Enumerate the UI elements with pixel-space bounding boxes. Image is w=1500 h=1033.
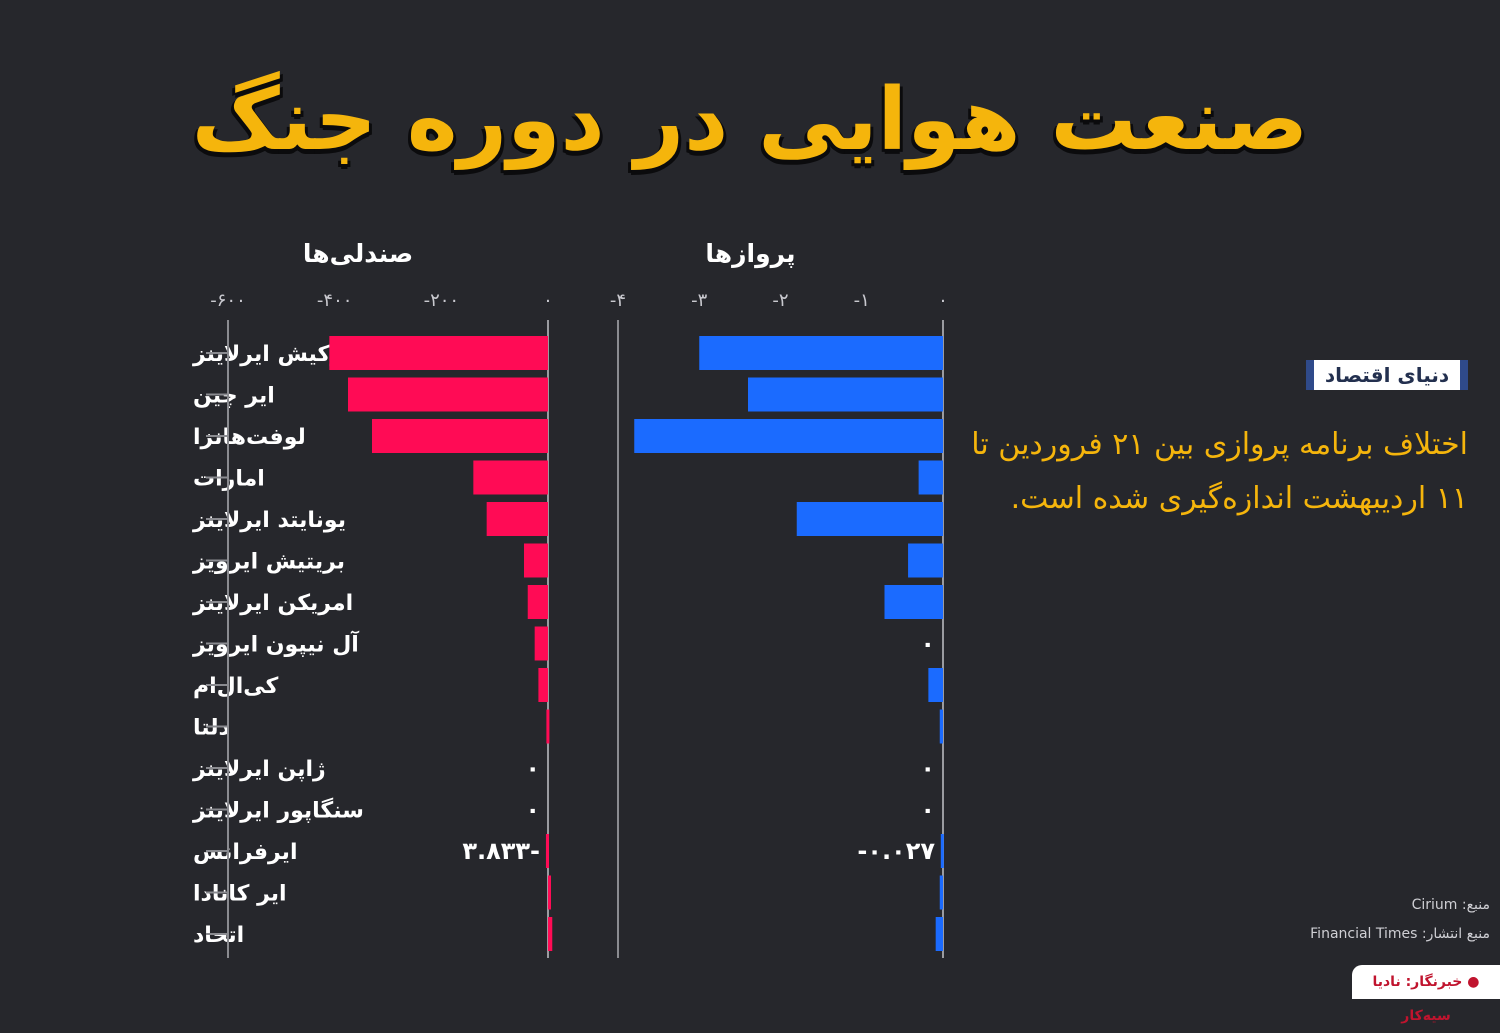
bar: [548, 875, 551, 910]
panel-title: پروازها: [705, 239, 795, 269]
bar: [538, 668, 548, 702]
category-label: ایرفرانس: [193, 840, 297, 865]
bar: [545, 834, 549, 868]
bar: [348, 377, 548, 412]
bar: [524, 543, 548, 578]
bar: [928, 668, 943, 702]
category-label: دلتا: [193, 716, 230, 741]
bar: [534, 626, 548, 661]
category-label: ترکیش ایرلاینز: [192, 342, 352, 367]
publish-source-note: منبع انتشار: Financial Times: [1310, 926, 1490, 942]
bar: [935, 917, 943, 951]
category-label: ژاپن ایرلاینز: [192, 757, 326, 782]
category-label: ایر کانادا: [193, 882, 287, 907]
tick-label: ۰: [543, 290, 553, 311]
bar: [918, 460, 943, 495]
data-label: ۰: [920, 630, 935, 658]
bar: [939, 709, 943, 744]
data-label: ۰: [920, 796, 935, 824]
data-label: ۰: [920, 754, 935, 782]
category-label: بریتیش ایرویز: [192, 550, 345, 575]
bar: [486, 502, 548, 536]
category-label: یونایتد ایرلاینز: [192, 508, 346, 533]
panel-title: صندلی‌ها: [303, 239, 413, 268]
chart-description: اختلاف برنامه پروازی بین ۲۱ فروردین تا ۱…: [971, 427, 1468, 516]
category-label: امریکن ایرلاینز: [192, 591, 353, 616]
category-label: کی‌ال‌ام: [193, 674, 279, 699]
flights-panel: پروازها -۴ -۳ -۲ -۱ ۰ ۰ ۰ ۰ -۰.۰۲۷: [610, 239, 948, 958]
seats-panel: صندلی‌ها -۶۰۰ -۴۰۰ -۲۰۰ ۰ ۰ ۰ ۳.۸۳۳-: [210, 239, 553, 958]
bar: [940, 834, 944, 868]
tick-label: -۶۰۰: [210, 290, 246, 311]
tick-label: -۴: [610, 290, 626, 311]
bar: [473, 460, 548, 495]
category-label: ایر چین: [193, 384, 275, 409]
bar: [329, 336, 548, 370]
bar: [748, 377, 943, 412]
source-note: منبع: Cirium: [1411, 897, 1490, 913]
bar: [939, 875, 943, 910]
bullet-icon: ●: [1462, 974, 1480, 990]
category-label: لوفت‌هانزا: [193, 425, 306, 450]
reporter-badge: ● خبرنگار: نادیا سیه‌کار: [1352, 965, 1500, 1024]
tick-label: -۱: [854, 290, 870, 311]
page-title: صنعت هوایی در دوره جنگ: [191, 70, 1309, 170]
bar: [527, 585, 548, 619]
tick-label: -۲: [772, 290, 788, 311]
tick-label: -۴۰۰: [317, 290, 353, 311]
brand-logo: دنیای اقتصاد: [1306, 360, 1468, 390]
category-label: اتحاد: [193, 923, 244, 948]
bar: [546, 709, 550, 744]
bar: [634, 419, 943, 453]
bar: [372, 419, 548, 453]
data-label: ۳.۸۳۳-: [462, 837, 540, 865]
data-label: ۰: [525, 796, 540, 824]
tick-label: ۰: [938, 290, 948, 311]
bar: [548, 917, 553, 951]
bar: [884, 585, 943, 619]
data-label: -۰.۰۲۷: [857, 837, 935, 865]
bar: [699, 336, 943, 370]
bar: [796, 502, 943, 536]
bar: [908, 543, 943, 578]
reporter-name: خبرنگار: نادیا سیه‌کار: [1372, 974, 1463, 1024]
data-label: ۰: [525, 754, 540, 782]
tick-label: -۲۰۰: [424, 290, 460, 311]
tick-label: -۳: [691, 290, 707, 311]
